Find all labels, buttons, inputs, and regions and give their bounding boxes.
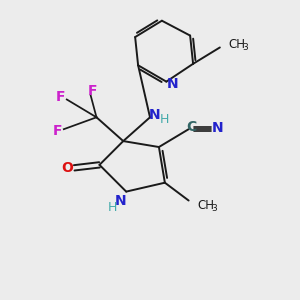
Text: H: H [107, 201, 117, 214]
Text: O: O [62, 161, 74, 175]
Text: F: F [53, 124, 63, 138]
Text: F: F [87, 84, 97, 98]
Text: N: N [148, 108, 160, 122]
Text: N: N [167, 77, 179, 91]
Text: C: C [186, 120, 196, 134]
Text: CH: CH [198, 200, 214, 212]
Text: H: H [160, 113, 169, 126]
Text: CH: CH [229, 38, 246, 51]
Text: 3: 3 [242, 43, 248, 52]
Text: F: F [56, 89, 66, 103]
Text: N: N [212, 121, 224, 135]
Text: 3: 3 [211, 204, 217, 213]
Text: N: N [115, 194, 127, 208]
